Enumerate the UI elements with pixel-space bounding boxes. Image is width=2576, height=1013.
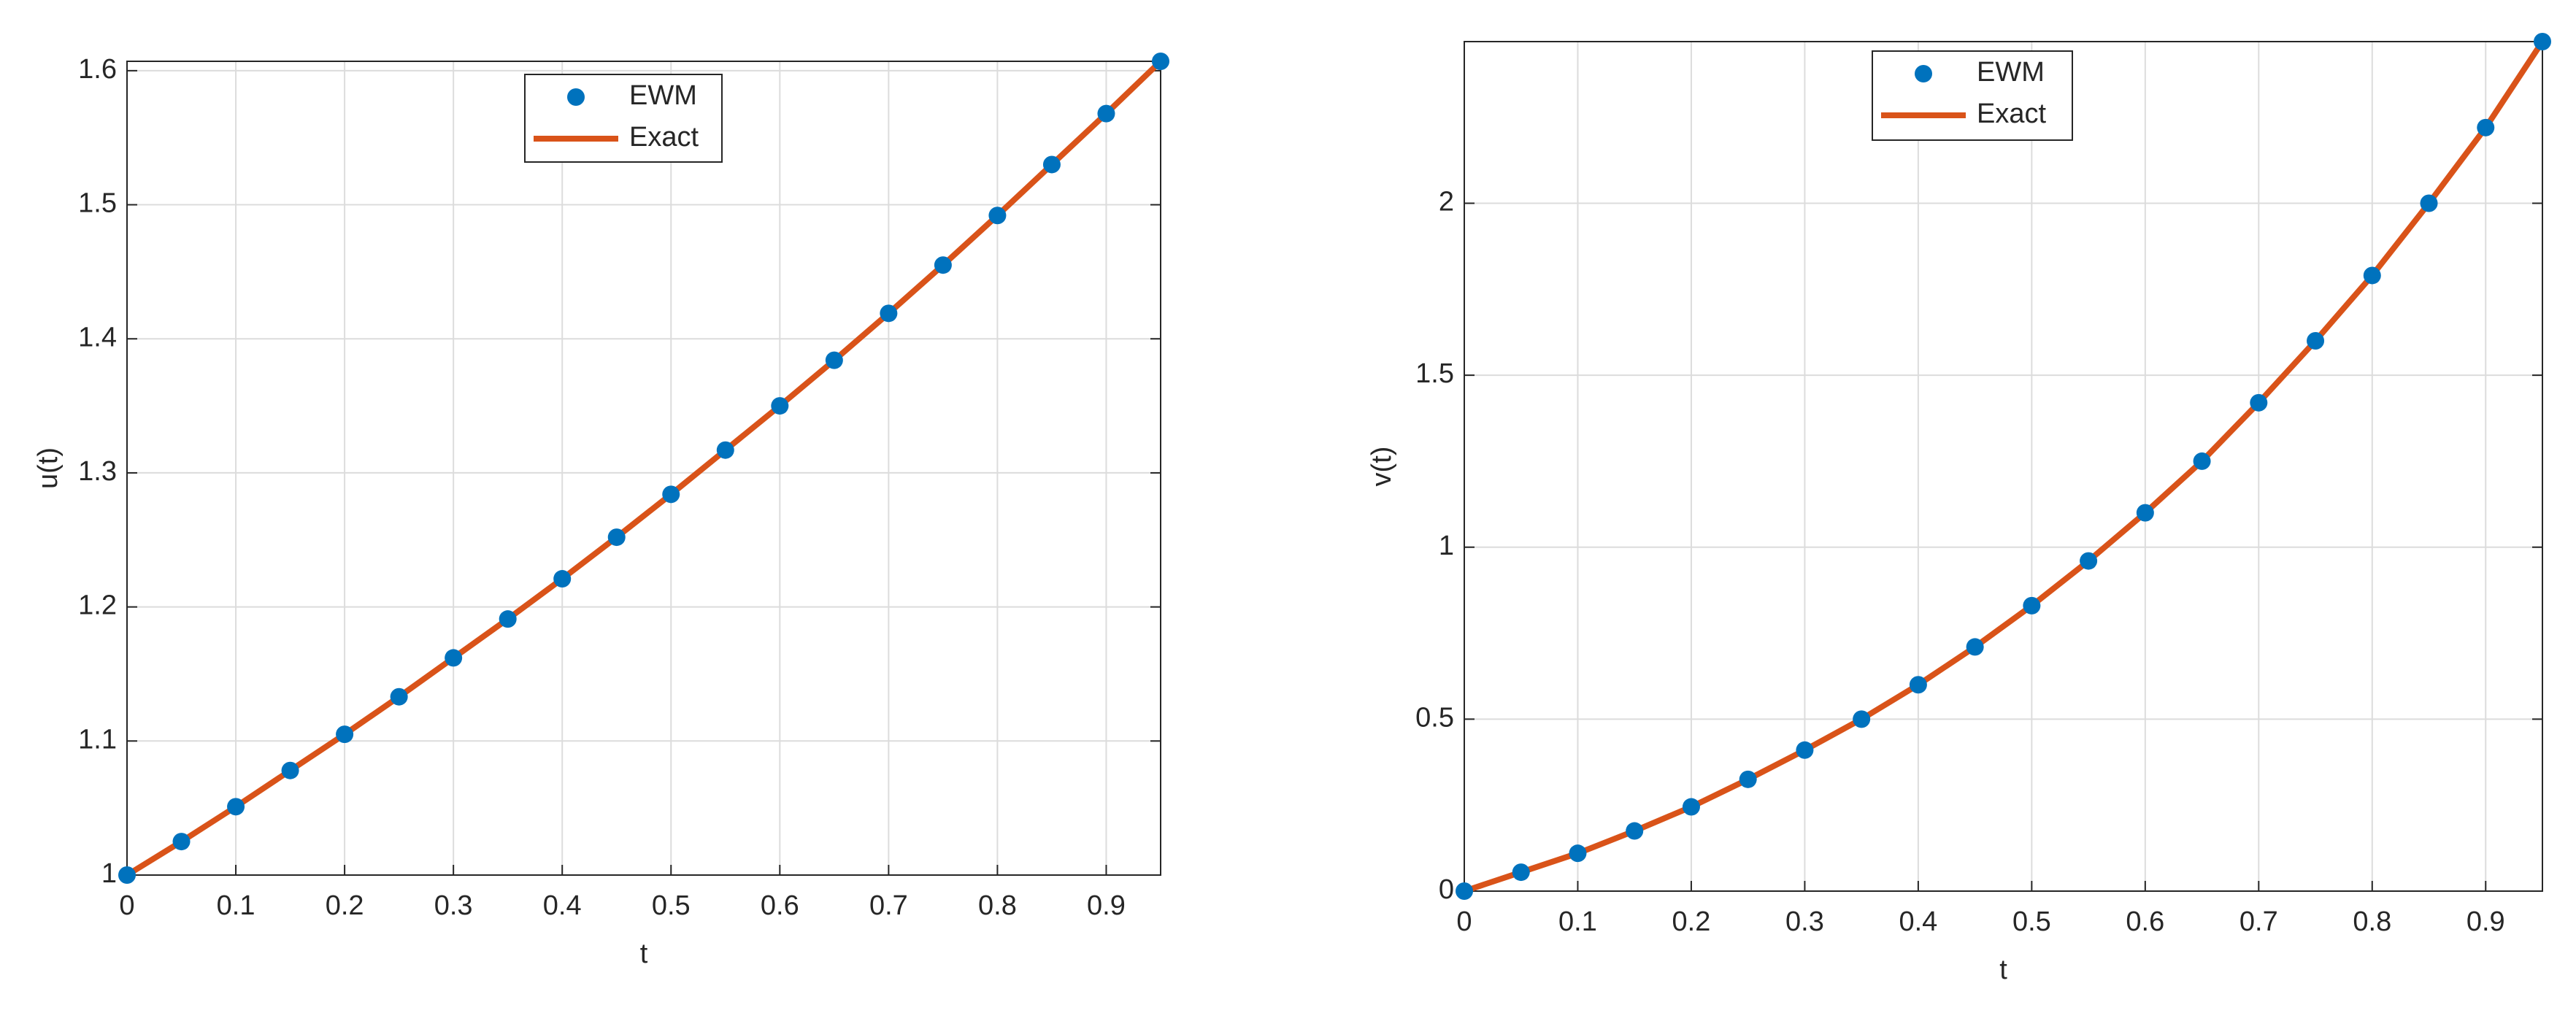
- x-tick-label: 0.5: [652, 890, 691, 921]
- x-tick-label: 0.9: [2467, 906, 2505, 937]
- legend-label: EWM: [1977, 57, 2045, 88]
- data-point: [1042, 155, 1061, 174]
- data-point: [988, 207, 1007, 225]
- y-tick-label: 1: [101, 858, 117, 889]
- series-line: [1463, 39, 2545, 894]
- data-point: [1853, 710, 1871, 728]
- legend-box: [524, 74, 723, 163]
- data-point: [2477, 118, 2495, 136]
- y-tick-label: 1: [1439, 531, 1454, 561]
- series-line: [125, 59, 1163, 878]
- legend-box: [1872, 50, 2073, 141]
- y-axis-label: u(t): [33, 447, 64, 489]
- legend-label: Exact: [629, 122, 699, 153]
- y-tick-label: 1.6: [78, 54, 117, 85]
- data-point: [2136, 504, 2154, 522]
- data-point: [2023, 596, 2041, 615]
- data-point: [1909, 676, 1927, 694]
- axes-frame: [126, 61, 1161, 876]
- data-point: [2420, 194, 2438, 212]
- x-axis-label: t: [640, 939, 648, 969]
- x-tick-label: 0.4: [1899, 906, 1937, 937]
- data-point: [1512, 863, 1530, 882]
- x-tick-label: 0.8: [2353, 906, 2391, 937]
- x-tick-label: 0.6: [2126, 906, 2164, 937]
- data-point: [1569, 844, 1587, 863]
- x-tick-label: 0.1: [217, 890, 255, 921]
- data-point: [607, 528, 626, 547]
- data-point: [2307, 331, 2325, 350]
- x-tick-label: 0.1: [1558, 906, 1597, 937]
- legend-label: Exact: [1977, 99, 2046, 129]
- x-tick-label: 0: [1456, 906, 1472, 937]
- data-point: [2534, 33, 2551, 50]
- data-point: [1739, 770, 1757, 788]
- data-point: [1626, 822, 1644, 840]
- y-tick-label: 1.4: [78, 322, 117, 353]
- data-point: [445, 649, 463, 667]
- y-tick-label: 1.2: [78, 590, 117, 621]
- x-tick-label: 0.7: [869, 890, 908, 921]
- y-tick-label: 0: [1439, 874, 1454, 905]
- data-point: [118, 866, 136, 884]
- y-tick-label: 1.1: [78, 724, 117, 755]
- data-point: [771, 397, 789, 415]
- data-point: [390, 687, 408, 706]
- y-tick-label: 2: [1439, 187, 1454, 217]
- x-tick-label: 0.2: [1672, 906, 1711, 937]
- x-tick-label: 0.4: [543, 890, 582, 921]
- data-point: [553, 570, 572, 588]
- x-tick-label: 0.7: [2239, 906, 2278, 937]
- x-axis-label: t: [1999, 955, 2007, 985]
- y-tick-label: 0.5: [1415, 702, 1454, 733]
- data-point: [1966, 638, 1984, 656]
- data-point: [227, 798, 245, 816]
- x-tick-label: 0: [119, 890, 134, 921]
- data-point: [662, 485, 680, 504]
- data-point: [934, 256, 952, 274]
- data-point: [499, 610, 517, 628]
- data-point: [336, 725, 354, 744]
- legend-swatch: [567, 88, 585, 106]
- x-tick-label: 0.3: [434, 890, 473, 921]
- data-point: [2250, 393, 2268, 412]
- data-point: [716, 441, 734, 459]
- data-point: [825, 351, 843, 369]
- data-point: [2363, 266, 2381, 285]
- y-tick-label: 1.5: [78, 188, 117, 219]
- x-tick-label: 0.8: [978, 890, 1017, 921]
- axes-frame: [1464, 41, 2543, 892]
- data-point: [281, 761, 299, 779]
- y-tick-label: 1.5: [1415, 358, 1454, 389]
- x-tick-label: 0.2: [326, 890, 364, 921]
- data-point: [172, 833, 191, 851]
- legend-swatch: [1915, 65, 1932, 82]
- x-tick-label: 0.9: [1087, 890, 1126, 921]
- x-tick-label: 0.5: [2012, 906, 2051, 937]
- data-point: [1796, 741, 1814, 759]
- data-point: [2080, 552, 2098, 570]
- data-point: [880, 304, 898, 323]
- x-tick-label: 0.3: [1785, 906, 1824, 937]
- data-point: [1456, 882, 1473, 900]
- x-tick-label: 0.6: [761, 890, 799, 921]
- data-point: [1097, 104, 1115, 123]
- y-tick-label: 1.3: [78, 456, 117, 487]
- data-point: [2193, 452, 2211, 470]
- data-point: [1682, 798, 1700, 816]
- y-axis-label: v(t): [1366, 447, 1397, 487]
- data-point: [1152, 53, 1169, 70]
- legend-label: EWM: [629, 80, 697, 111]
